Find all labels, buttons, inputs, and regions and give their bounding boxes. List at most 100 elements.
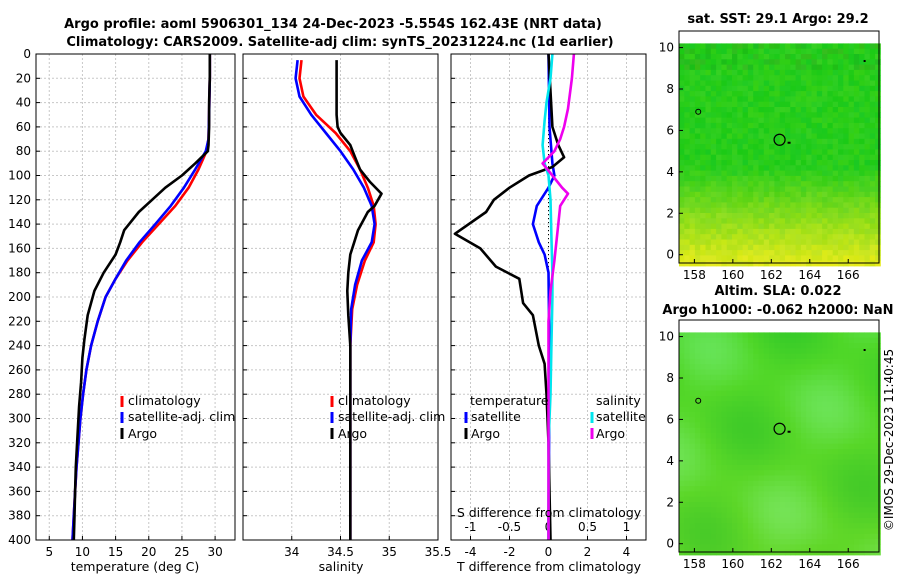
map-cell bbox=[742, 427, 749, 434]
map-cell bbox=[758, 502, 765, 508]
map-cell bbox=[869, 406, 876, 413]
x-tick-label: 164 bbox=[798, 557, 821, 571]
map-cell bbox=[869, 449, 876, 455]
map-cell bbox=[843, 191, 849, 198]
map-cell bbox=[726, 144, 733, 150]
map-cell bbox=[843, 165, 849, 171]
map-cell bbox=[843, 502, 849, 508]
map-cell bbox=[806, 364, 812, 370]
map-cell bbox=[843, 207, 849, 214]
map-cell bbox=[785, 533, 791, 540]
map-cell bbox=[779, 496, 786, 503]
map-cell bbox=[816, 213, 823, 219]
y-tick-label: 2 bbox=[666, 206, 674, 220]
map-cell bbox=[689, 165, 696, 171]
map-cell bbox=[689, 411, 696, 418]
map-cell bbox=[726, 523, 733, 529]
map-cell bbox=[795, 244, 802, 251]
map-cell bbox=[790, 385, 796, 392]
map-cell bbox=[864, 364, 871, 370]
map-cell bbox=[689, 117, 696, 124]
map-cell bbox=[721, 149, 728, 156]
map-cell bbox=[838, 96, 844, 103]
map-cell bbox=[732, 502, 738, 508]
map-cell bbox=[864, 406, 871, 413]
map-cell bbox=[838, 160, 844, 166]
map-cell bbox=[684, 228, 690, 235]
map-cell bbox=[800, 491, 807, 498]
map-cell bbox=[795, 390, 802, 397]
map-cell bbox=[753, 380, 759, 386]
map-cell bbox=[753, 343, 759, 349]
map-cell bbox=[758, 54, 765, 60]
map-cell bbox=[848, 353, 855, 360]
map-cell bbox=[679, 332, 685, 339]
legend-label-argo-T: Argo bbox=[471, 426, 500, 441]
map-cell bbox=[753, 117, 759, 124]
map-cell bbox=[679, 149, 685, 156]
map-cell bbox=[832, 122, 839, 129]
map-cell bbox=[800, 475, 807, 482]
map-cell bbox=[811, 234, 818, 240]
map-cell bbox=[869, 138, 876, 145]
map-cell bbox=[838, 480, 844, 487]
map-cell bbox=[864, 417, 871, 423]
map-cell bbox=[832, 459, 839, 466]
map-cell bbox=[785, 449, 791, 455]
map-cell bbox=[843, 517, 849, 524]
map-cell bbox=[811, 544, 818, 551]
map-cell bbox=[700, 117, 706, 124]
map-cell bbox=[689, 401, 696, 407]
map-cell bbox=[864, 213, 871, 219]
map-cell bbox=[689, 343, 696, 349]
map-cell bbox=[732, 528, 738, 535]
map-cell bbox=[763, 54, 770, 60]
map-cell bbox=[848, 59, 855, 65]
map-cell bbox=[800, 101, 807, 108]
map-cell bbox=[737, 133, 743, 140]
map-cell bbox=[679, 107, 685, 113]
map-cell bbox=[774, 358, 781, 365]
map-cell bbox=[705, 91, 712, 97]
map-cell bbox=[843, 380, 849, 386]
map-cell bbox=[753, 523, 759, 529]
map-cell bbox=[763, 475, 770, 482]
map-cell bbox=[848, 122, 855, 129]
map-cell bbox=[732, 144, 738, 150]
map-cell bbox=[838, 43, 844, 50]
map-cell bbox=[800, 138, 807, 145]
map-cell bbox=[827, 112, 834, 118]
map-cell bbox=[853, 186, 860, 193]
map-cell bbox=[785, 191, 791, 198]
map-cell bbox=[753, 197, 759, 203]
map-cell bbox=[758, 348, 765, 354]
map-cell bbox=[838, 523, 844, 529]
map-cell bbox=[710, 343, 717, 349]
map-cell bbox=[811, 64, 818, 71]
map-cell bbox=[864, 54, 871, 60]
map-cell bbox=[710, 507, 717, 513]
map-cell bbox=[838, 528, 844, 535]
map-cell bbox=[785, 101, 791, 108]
map-cell bbox=[747, 197, 754, 203]
map-cell bbox=[753, 337, 759, 344]
map-cell bbox=[705, 59, 712, 65]
map-cell bbox=[832, 438, 839, 445]
map-cell bbox=[827, 160, 834, 166]
map-cell bbox=[843, 533, 849, 540]
map-cell bbox=[848, 438, 855, 445]
map-cell bbox=[684, 144, 690, 150]
map-cell bbox=[816, 59, 823, 65]
map-cell bbox=[864, 449, 871, 455]
map-cell bbox=[800, 507, 807, 513]
map-cell bbox=[811, 197, 818, 203]
map-cell bbox=[679, 491, 685, 498]
map-cell bbox=[827, 107, 834, 113]
map-cell bbox=[763, 539, 770, 545]
map-cell bbox=[843, 122, 849, 129]
map-cell bbox=[864, 358, 871, 365]
map-cell bbox=[753, 181, 759, 187]
map-cell bbox=[747, 160, 754, 166]
map-cell bbox=[875, 449, 881, 455]
y-tick-label: 280 bbox=[8, 387, 31, 401]
